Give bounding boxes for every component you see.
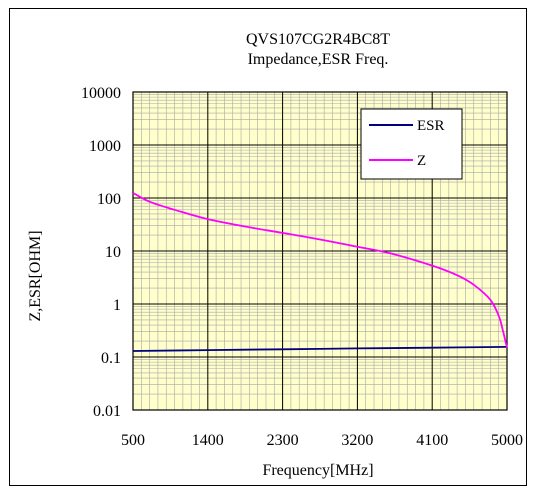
y-tick-label: 1	[113, 297, 121, 314]
y-tick-label: 1000	[89, 138, 121, 155]
x-tick-label: 4100	[416, 432, 448, 449]
legend-label-z: Z	[417, 153, 426, 169]
series-line-esr	[132, 346, 508, 352]
legend: ESR Z	[360, 108, 463, 180]
grid-major	[132, 91, 508, 411]
series-line-z	[132, 192, 508, 348]
x-axis-label: Frequency[MHz]	[262, 462, 373, 479]
chart-subtitle: Impedance,ESR Freq.	[248, 51, 389, 68]
x-tick-label: 3200	[341, 432, 373, 449]
y-tick-label: 10	[105, 244, 121, 261]
x-tick-label: 1400	[192, 432, 224, 449]
x-tick-label: 5000	[491, 432, 523, 449]
y-tick-label: 0.01	[93, 403, 121, 420]
x-tick-label: 2300	[267, 432, 299, 449]
plot-border	[132, 91, 508, 411]
legend-box	[360, 108, 463, 180]
y-tick-label: 0.1	[101, 350, 121, 367]
ticks-layer: 500 1400 2300 3200 4100 5000 0.01 0.1 1 10 100 1000…	[81, 85, 523, 449]
chart-title: QVS107CG2R4BC8T	[246, 31, 390, 48]
legend-label-esr: ESR	[417, 118, 445, 134]
y-tick-label: 10000	[81, 85, 121, 102]
y-tick-label: 100	[97, 191, 121, 208]
series-layer	[132, 192, 508, 352]
y-axis-label: Z,ESR[OHM]	[27, 230, 44, 321]
x-tick-label: 500	[121, 432, 145, 449]
